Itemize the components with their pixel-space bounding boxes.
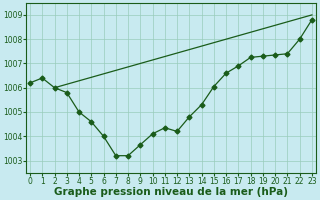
X-axis label: Graphe pression niveau de la mer (hPa): Graphe pression niveau de la mer (hPa) — [54, 187, 288, 197]
